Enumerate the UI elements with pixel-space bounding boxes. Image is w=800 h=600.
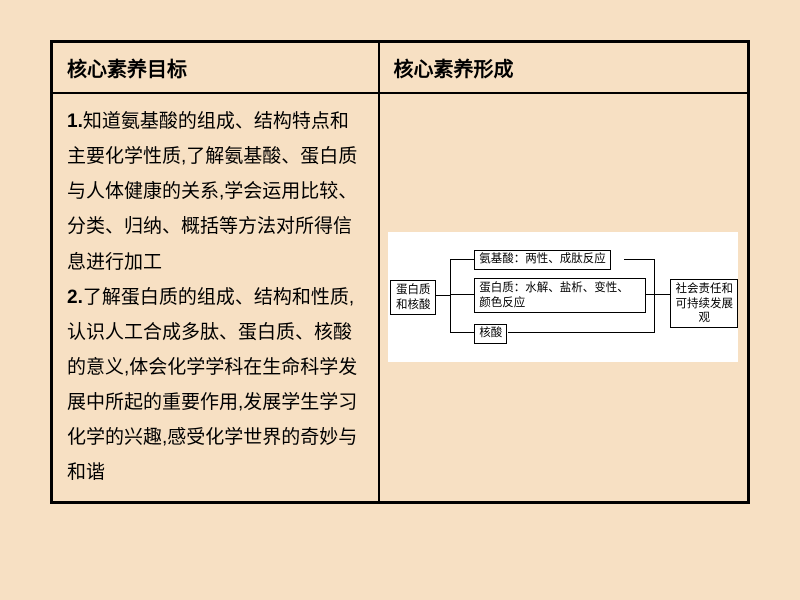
line [450,259,451,333]
header-left: 核心素养目标 [52,42,379,94]
node-protein: 蛋白质：水解、盐析、变性、颜色反应 [474,278,646,313]
line [450,294,474,295]
line [450,259,474,260]
line [436,295,450,296]
line [450,332,474,333]
item2-text: 了解蛋白质的组成、结构和性质,认识人工合成多肽、蛋白质、核酸的意义,体会化学学科… [67,287,357,484]
line [654,259,655,333]
node-outcome: 社会责任和可持续发展观 [670,279,738,328]
body-right-cell: 蛋白质和核酸 氨基酸：两性、成肽反应 蛋白质：水解、盐析、变性、颜色反应 核酸 … [379,93,749,502]
line [646,294,654,295]
item1-num: 1. [67,111,83,132]
body-left-cell: 1.知道氨基酸的组成、结构特点和主要化学性质,了解氨基酸、蛋白质与人体健康的关系… [52,93,379,502]
core-literacy-table: 核心素养目标 核心素养形成 1.知道氨基酸的组成、结构特点和主要化学性质,了解氨… [50,40,750,504]
node-amino-acid: 氨基酸：两性、成肽反应 [474,250,611,270]
line [654,294,670,295]
item1-text: 知道氨基酸的组成、结构特点和主要化学性质,了解氨基酸、蛋白质与人体健康的关系,学… [67,111,357,273]
line [624,259,654,260]
item2-num: 2. [67,287,83,308]
node-nucleic-acid: 核酸 [474,324,507,344]
node-root: 蛋白质和核酸 [390,280,436,315]
line [508,332,654,333]
concept-diagram: 蛋白质和核酸 氨基酸：两性、成肽反应 蛋白质：水解、盐析、变性、颜色反应 核酸 … [388,232,738,362]
header-right: 核心素养形成 [379,42,749,94]
objectives-text: 1.知道氨基酸的组成、结构特点和主要化学性质,了解氨基酸、蛋白质与人体健康的关系… [67,104,364,491]
